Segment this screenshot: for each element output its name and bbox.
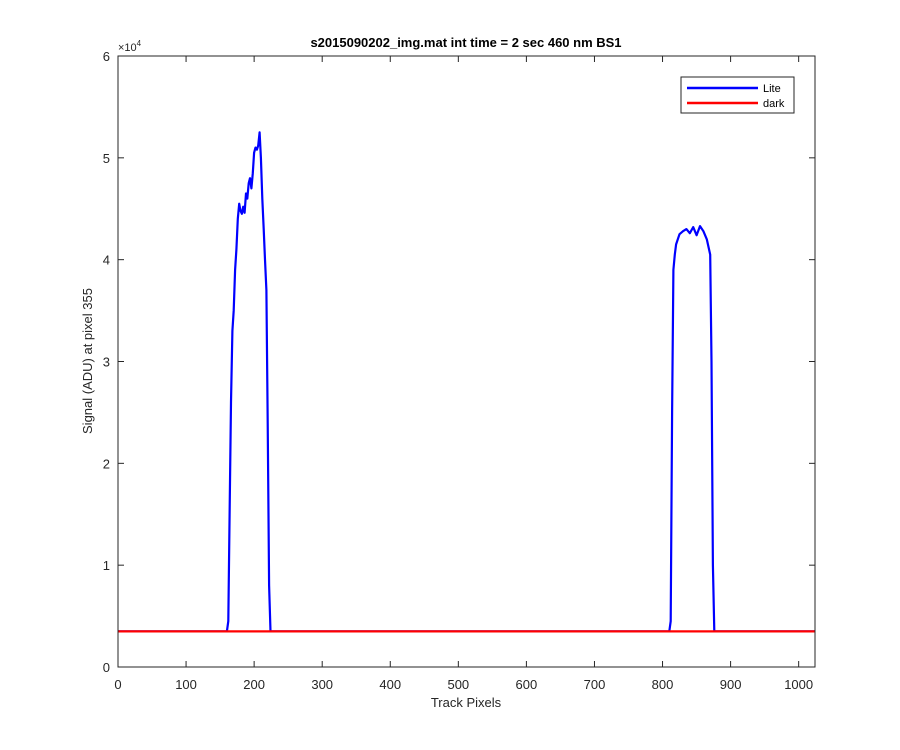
series-line-lite [118, 131, 815, 633]
legend-label-lite: Lite [763, 83, 781, 95]
x-tick-label: 700 [584, 677, 606, 692]
y-tick-label: 5 [103, 151, 110, 166]
x-tick-label: 0 [114, 677, 121, 692]
x-tick-label: 100 [175, 677, 197, 692]
x-tick-label: 900 [720, 677, 742, 692]
y-tick-label: 0 [103, 660, 110, 675]
x-axis-ticks: 0 100 200 300 400 500 600 700 800 900 1000 [114, 56, 813, 692]
y-exponent-power: 4 [137, 39, 142, 48]
x-tick-label: 200 [243, 677, 265, 692]
x-tick-label: 1000 [784, 677, 813, 692]
y-tick-label: 2 [103, 456, 110, 471]
x-tick-label: 500 [447, 677, 469, 692]
y-axis-ticks: 0 1 2 3 4 5 6 [103, 49, 815, 675]
x-tick-label: 300 [311, 677, 333, 692]
chart-title: s2015090202_img.mat int time = 2 sec 460… [310, 35, 621, 50]
series-layer [118, 131, 815, 633]
y-tick-label: 1 [103, 558, 110, 573]
y-tick-label: 6 [103, 49, 110, 64]
y-tick-label: 3 [103, 355, 110, 370]
x-tick-label: 400 [379, 677, 401, 692]
legend-box [680, 76, 795, 114]
y-axis-label: Signal (ADU) at pixel 355 [80, 288, 95, 434]
legend-label-dark: dark [763, 98, 785, 110]
plot-area [118, 56, 815, 667]
legend: Lite dark [680, 76, 795, 114]
y-exponent-label: ×104 [118, 39, 142, 54]
x-tick-label: 600 [516, 677, 538, 692]
x-tick-label: 800 [652, 677, 674, 692]
y-tick-label: 4 [103, 253, 110, 268]
x-axis-label: Track Pixels [431, 695, 502, 710]
